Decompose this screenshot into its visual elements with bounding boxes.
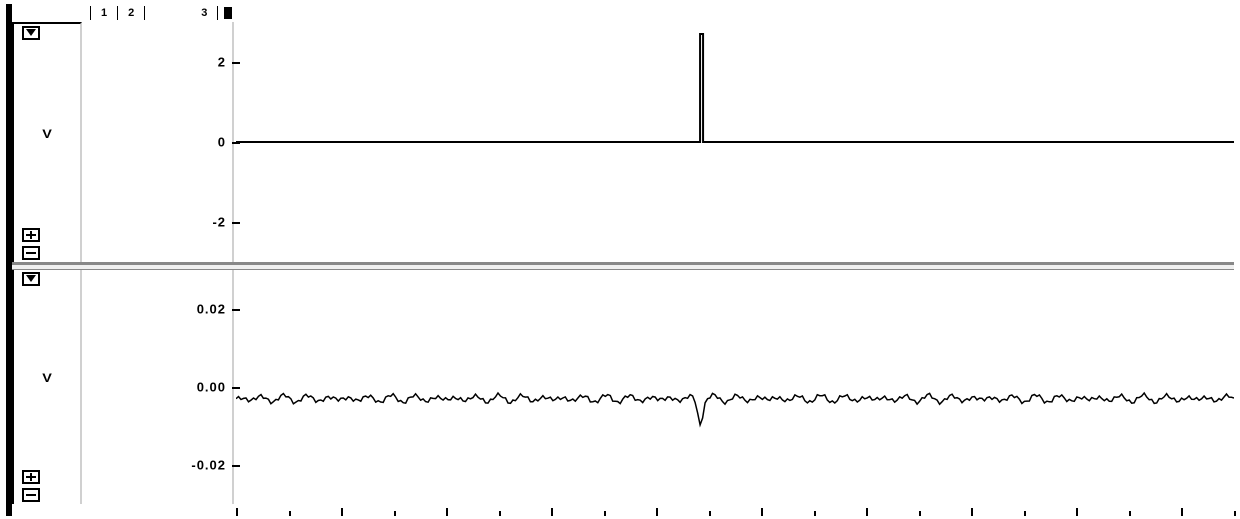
chevron-down-icon — [26, 29, 36, 37]
xtick-mark — [1076, 508, 1078, 516]
panel-top-dropdown-button[interactable] — [22, 26, 40, 40]
panel-bottom-plotarea[interactable] — [236, 270, 1234, 504]
panel-bottom-yaxis: 0.02 0.00 -0.02 — [84, 270, 234, 504]
xtick-mark — [1024, 511, 1026, 516]
active-tab-marker — [224, 7, 232, 19]
panel-top-sidebar: V — [12, 22, 82, 262]
tab-1[interactable]: 1 — [90, 6, 118, 20]
panel-top-ylabel: V — [42, 127, 52, 141]
xtick-mark — [289, 511, 291, 516]
panel-bottom-zoom-out-button[interactable] — [22, 488, 40, 502]
plus-icon — [26, 473, 36, 481]
panel-bottom-sidebar: V — [12, 270, 82, 504]
xtick-mark — [866, 508, 868, 516]
panel-top-plotarea[interactable] — [236, 22, 1234, 262]
xtick-mark — [551, 508, 553, 516]
ytick-label: -0.02 — [191, 458, 226, 473]
panel-top-plot: 2 0 -2 — [84, 22, 1234, 262]
ytick-label: -2 — [212, 215, 226, 230]
xtick-mark — [656, 508, 658, 516]
xtick-mark — [971, 508, 973, 516]
panel-top-trace — [236, 22, 1234, 262]
chevron-down-icon — [26, 275, 36, 283]
panel-bottom-zoom-in-button[interactable] — [22, 470, 40, 484]
panel-separator[interactable] — [12, 262, 1234, 270]
ytick-label: 0 — [218, 135, 226, 150]
xtick-mark — [341, 508, 343, 516]
panel-top-zoom-in-button[interactable] — [22, 228, 40, 242]
xtick-mark — [709, 511, 711, 516]
tab-3[interactable]: 3 — [145, 6, 218, 20]
chart-container: 1 2 3 V 2 0 -2 — [6, 4, 1234, 516]
xtick-mark — [1181, 508, 1183, 516]
xtick-mark — [919, 511, 921, 516]
xtick-mark — [604, 511, 606, 516]
xtick-mark — [446, 508, 448, 516]
panel-bottom-plot: 0.02 0.00 -0.02 — [84, 270, 1234, 504]
xtick-mark — [1129, 511, 1131, 516]
xaxis-ticks — [236, 504, 1234, 516]
panel-top-zoom-out-button[interactable] — [22, 246, 40, 260]
panel-top-zoom-buttons — [14, 226, 80, 262]
xtick-mark — [499, 511, 501, 516]
minus-icon — [26, 249, 36, 257]
panel-bottom-ylabel: V — [42, 371, 52, 385]
ytick-label: 2 — [218, 55, 226, 70]
minus-icon — [26, 491, 36, 499]
panels: V 2 0 -2 V — [12, 22, 1234, 516]
tab-bar: 1 2 3 — [12, 4, 1234, 22]
panel-bottom-dropdown-button[interactable] — [22, 272, 40, 286]
xtick-mark — [236, 508, 238, 516]
panel-top-yaxis: 2 0 -2 — [84, 22, 234, 262]
xtick-mark — [814, 511, 816, 516]
tab-2[interactable]: 2 — [118, 6, 145, 20]
xtick-mark — [394, 511, 396, 516]
xtick-mark — [1234, 511, 1236, 516]
xtick-mark — [761, 508, 763, 516]
plus-icon — [26, 231, 36, 239]
ytick-label: 0.02 — [197, 302, 226, 317]
panel-bottom-trace — [236, 270, 1234, 504]
panel-bottom-zoom-buttons — [14, 468, 80, 504]
ytick-label: 0.00 — [197, 380, 226, 395]
